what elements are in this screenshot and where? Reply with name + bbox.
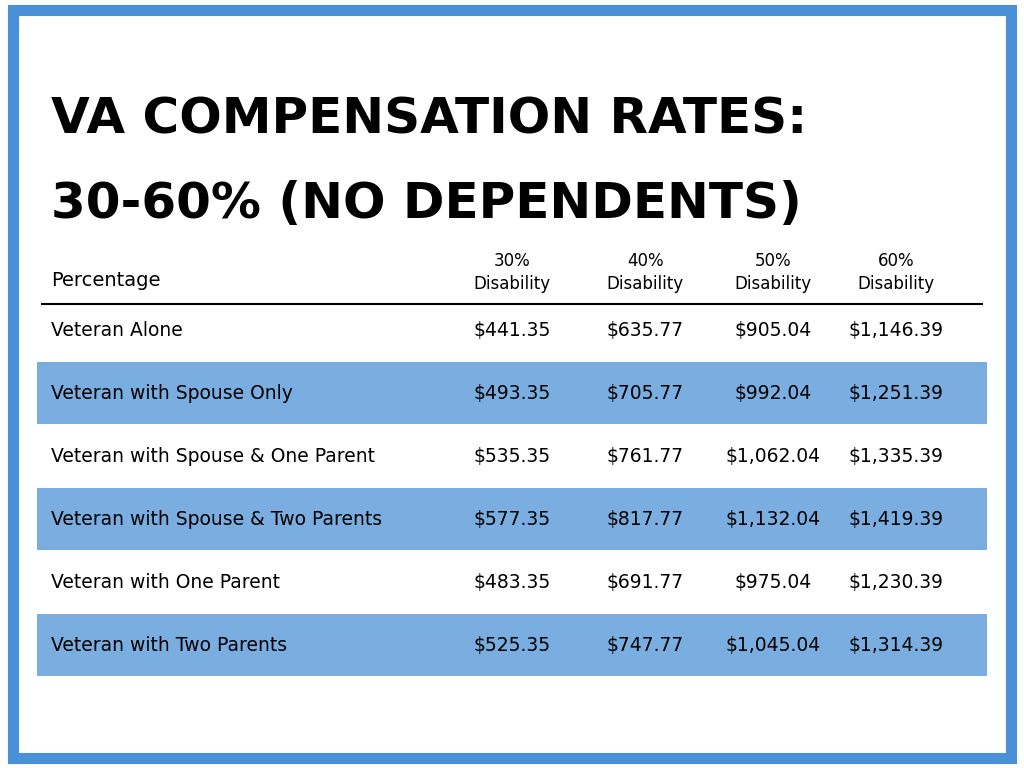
Bar [37, 614, 987, 676]
Text: $1,045.04: $1,045.04 [725, 636, 821, 654]
Text: $577.35: $577.35 [473, 510, 551, 528]
Text: $691.77: $691.77 [606, 573, 684, 591]
Bar [37, 488, 987, 550]
Text: $535.35: $535.35 [473, 447, 551, 465]
Text: 30%
Disability: 30% Disability [473, 252, 551, 293]
Text: $1,062.04: $1,062.04 [726, 447, 820, 465]
Bar [37, 362, 987, 424]
Text: $1,146.39: $1,146.39 [849, 321, 943, 339]
Text: 50%
Disability: 50% Disability [734, 252, 812, 293]
Text: VA COMPENSATION RATES:: VA COMPENSATION RATES: [51, 95, 808, 143]
Text: $1,230.39: $1,230.39 [849, 573, 943, 591]
Text: Veteran with Spouse & Two Parents: Veteran with Spouse & Two Parents [51, 510, 382, 528]
Text: Percentage: Percentage [51, 271, 161, 290]
Text: $441.35: $441.35 [473, 321, 551, 339]
Text: $1,314.39: $1,314.39 [849, 636, 943, 654]
Text: $1,132.04: $1,132.04 [726, 510, 820, 528]
Text: $761.77: $761.77 [606, 447, 684, 465]
Text: $975.04: $975.04 [734, 573, 812, 591]
Text: $635.77: $635.77 [606, 321, 684, 339]
Text: 60%
Disability: 60% Disability [857, 252, 935, 293]
Text: Veteran with Spouse Only: Veteran with Spouse Only [51, 384, 293, 402]
Text: Veteran Alone: Veteran Alone [51, 321, 183, 339]
Text: Veteran with One Parent: Veteran with One Parent [51, 573, 281, 591]
Text: $747.77: $747.77 [606, 636, 684, 654]
Text: $483.35: $483.35 [473, 573, 551, 591]
Text: 40%
Disability: 40% Disability [606, 252, 684, 293]
Text: Veteran with Two Parents: Veteran with Two Parents [51, 636, 288, 654]
Text: $493.35: $493.35 [473, 384, 551, 402]
Text: $1,335.39: $1,335.39 [849, 447, 943, 465]
Text: $817.77: $817.77 [606, 510, 684, 528]
Text: $1,419.39: $1,419.39 [849, 510, 943, 528]
Text: $992.04: $992.04 [734, 384, 812, 402]
Text: $1,251.39: $1,251.39 [849, 384, 943, 402]
Text: $905.04: $905.04 [734, 321, 812, 339]
Text: Veteran with Spouse & One Parent: Veteran with Spouse & One Parent [51, 447, 375, 465]
Text: 30-60% (NO DEPENDENTS): 30-60% (NO DEPENDENTS) [51, 180, 802, 227]
Text: $525.35: $525.35 [473, 636, 551, 654]
Text: $705.77: $705.77 [606, 384, 684, 402]
